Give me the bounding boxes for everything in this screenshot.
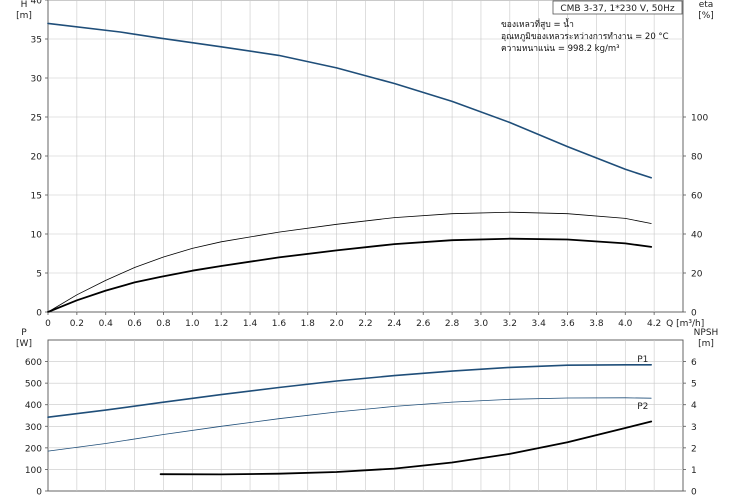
pump-model-box (552, 0, 683, 15)
x-axis-label: Q [m³/h] (666, 319, 704, 329)
x-tick-label: 3.2 (503, 319, 517, 329)
x-tick-label: 1.0 (185, 319, 200, 329)
top-series-1-line (47, 211, 652, 313)
x-tick-label: 0 (45, 319, 51, 329)
x-tick-label: 2.6 (416, 319, 431, 329)
top-right-axis-title: eta (699, 0, 714, 10)
x-tick-label: 2.0 (329, 319, 344, 329)
bottom-left-axis-title: P (21, 328, 27, 338)
x-tick-label: 2.4 (387, 319, 402, 329)
bottom-left-tick-label: 500 (25, 380, 42, 390)
bottom-right-tick-label: 1 (691, 466, 697, 476)
top-right-tick-label: 0 (691, 309, 697, 319)
top-left-tick-label: 20 (31, 153, 43, 163)
bottom-right-tick-label: 6 (691, 358, 697, 368)
x-tick-label: 0.6 (127, 319, 142, 329)
bottom-right-axis-title: NPSH (694, 328, 719, 338)
annotation-line-2: อุณหภูมิของเหลวระหว่างการทำงาน = 20 °C (501, 32, 669, 42)
bottom-series-2-line (159, 420, 653, 476)
bottom-right-tick-label: 3 (691, 423, 697, 433)
head-efficiency-chart: 0 5 10 15 20 25 30 35 40 0 20 40 60 80 100 H[m] eta[%] 0 0… (16, 0, 714, 329)
x-tick-label: 4.0 (618, 319, 633, 329)
top-series-0-line (47, 22, 652, 179)
top-left-tick-label: 35 (31, 36, 42, 46)
bottom-left-tick-label: 400 (25, 401, 42, 411)
x-tick-label: 0.2 (70, 319, 84, 329)
top-left-axis-unit: [m] (16, 11, 32, 21)
top-left-tick-label: 0 (36, 309, 42, 319)
x-tick-label: 2.8 (445, 319, 460, 329)
bottom-series-1-label: P2 (637, 402, 648, 412)
x-tick-label: 0.8 (156, 319, 171, 329)
x-tick-label: 3.4 (532, 319, 547, 329)
bottom-right-tick-label: 4 (691, 401, 697, 411)
top-left-tick-label: 25 (31, 114, 42, 124)
top-right-tick-label: 40 (691, 231, 703, 241)
top-right-tick-label: 20 (691, 270, 703, 280)
x-tick-label: 1.2 (214, 319, 228, 329)
top-series-2-line (47, 237, 653, 313)
bottom-series-0-label: P1 (637, 355, 648, 365)
bottom-right-tick-label: 0 (691, 488, 697, 498)
bottom-series-0-line (47, 364, 652, 418)
top-left-axis-title: H (21, 0, 28, 10)
top-left-tick-label: 5 (36, 270, 42, 280)
x-tick-label: 3.0 (474, 319, 489, 329)
x-tick-label: 3.8 (589, 319, 604, 329)
annotation-line-3: ความหนาแน่น = 998.2 kg/m³ (501, 44, 620, 54)
top-left-tick-label: 30 (31, 75, 43, 85)
bottom-series-1-line (47, 397, 652, 452)
bottom-left-tick-label: 100 (25, 466, 42, 476)
x-tick-label: 4.2 (647, 319, 661, 329)
top-right-tick-label: 60 (691, 192, 703, 202)
bottom-left-tick-label: 200 (25, 444, 42, 454)
top-left-tick-label: 40 (31, 0, 43, 7)
bottom-left-tick-label: 300 (25, 423, 42, 433)
top-left-tick-label: 15 (31, 192, 42, 202)
x-tick-label: 3.6 (560, 319, 575, 329)
x-tick-label: 1.4 (243, 319, 258, 329)
bottom-left-tick-label: 600 (25, 358, 42, 368)
pump-model-label: CMB 3-37, 1*230 V, 50Hz (560, 4, 675, 14)
bottom-right-axis-unit: [m] (698, 339, 714, 349)
x-tick-label: 0.4 (99, 319, 114, 329)
annotation-line-1: ของเหลวที่สูบ = น้ำ (501, 18, 574, 30)
top-right-axis-unit: [%] (698, 11, 714, 21)
bottom-right-tick-label: 2 (691, 444, 697, 454)
x-tick-label: 1.8 (301, 319, 316, 329)
top-right-tick-label: 100 (691, 114, 708, 124)
bottom-left-tick-label: 0 (36, 488, 42, 498)
top-right-tick-label: 80 (691, 153, 703, 163)
bottom-left-axis-unit: [W] (16, 339, 32, 349)
x-tick-label: 1.6 (272, 319, 287, 329)
top-left-tick-label: 10 (31, 231, 43, 241)
bottom-right-tick-label: 5 (691, 380, 697, 390)
x-tick-label: 2.2 (358, 319, 372, 329)
power-npsh-chart: 0 100 200 300 400 500 600 0 1 2 3 4 5 6 P[W] NPSH[m] P1 P… (16, 328, 718, 498)
